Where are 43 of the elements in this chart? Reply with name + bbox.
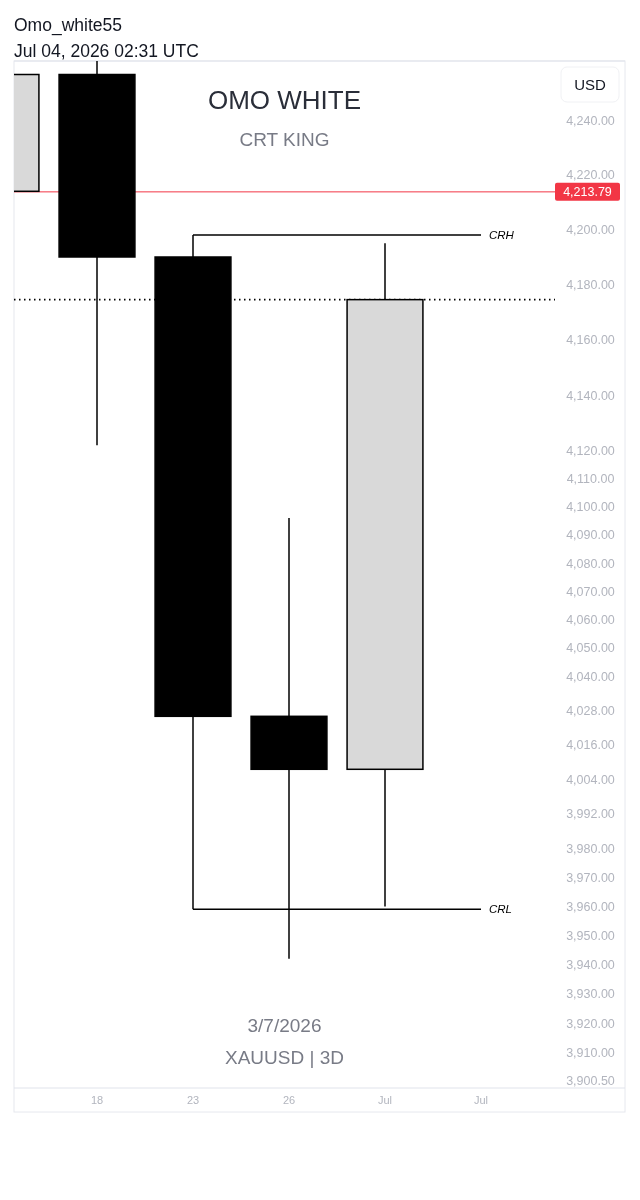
annotation: 3/7/2026 [247, 1015, 322, 1036]
annotation: Jul 04, 2026 02:31 UTC [14, 41, 199, 61]
annotation: XAUUSD | 3D [225, 1047, 344, 1068]
y-tick-label: 4,100.00 [566, 500, 615, 515]
y-tick-label: 3,950.00 [566, 929, 615, 944]
ref-line-label: 4,213.79 [563, 185, 612, 200]
text: OMO WHITE [207, 85, 362, 115]
y-tick-label: 3,940.00 [566, 958, 615, 973]
series-label: CRH [489, 229, 515, 242]
y-tick-label: 4,240.00 [566, 114, 615, 129]
y-tick-label: 4,160.00 [566, 333, 615, 348]
y-tick-label: 3,920.00 [566, 1016, 615, 1031]
text: Omo_white55 [14, 15, 122, 36]
y-tick-label: 3,960.00 [566, 899, 615, 914]
y-tick-label: 4,090.00 [566, 528, 615, 543]
y-tick-label: 4,200.00 [566, 223, 615, 238]
y-tick-label: 4,080.00 [566, 556, 615, 571]
y-tick-label: 4,180.00 [566, 277, 615, 292]
y-axis-title: USD [574, 76, 606, 93]
y-tick-label: 4,040.00 [566, 669, 615, 684]
text: CRT KING [239, 129, 330, 150]
series-label: CRL [489, 903, 513, 916]
y-tick-label: 4,004.00 [566, 772, 615, 787]
y-tick-label: 3,980.00 [566, 842, 615, 857]
y-tick-label: 3,910.00 [566, 1046, 615, 1061]
y-tick-label: 4,028.00 [566, 704, 615, 719]
y-tick-label: 4,060.00 [566, 613, 615, 628]
y-tick-label: 4,140.00 [566, 388, 615, 403]
x-tick-label: 18 [90, 1094, 104, 1106]
y-tick-label: 4,016.00 [566, 738, 615, 753]
x-tick-label: 26 [282, 1094, 296, 1106]
y-tick-label: 3,970.00 [566, 870, 615, 885]
x-tick-label: Jul [473, 1094, 489, 1106]
y-tick-label: 4,220.00 [566, 168, 615, 183]
y-tick-label: 4,050.00 [566, 641, 615, 656]
y-tick-label: 3,992.00 [566, 807, 615, 822]
x-tick-label: 23 [186, 1094, 200, 1106]
y-tick-label: 4,120.00 [566, 444, 615, 459]
x-tick-label: Jul [377, 1094, 393, 1106]
y-tick-label: 4,070.00 [566, 584, 615, 599]
y-tick-label: 3,930.00 [566, 987, 615, 1002]
y-tick-label: 4,110.00 [566, 472, 615, 487]
y-tick-label: 3,900.50 [566, 1074, 615, 1089]
